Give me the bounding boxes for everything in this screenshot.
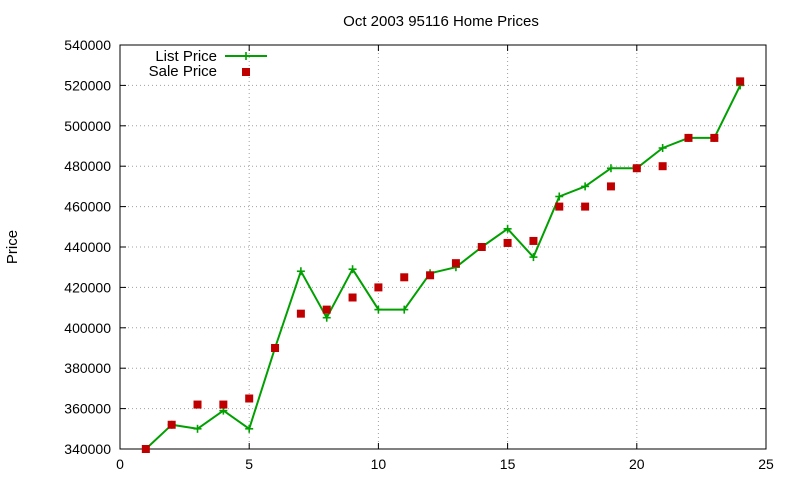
y-tick-label: 500000 — [64, 118, 111, 134]
y-axis-label: Price — [4, 230, 21, 264]
list-price-point — [658, 144, 667, 153]
list-price-point — [555, 192, 564, 201]
list-price-point — [245, 424, 254, 433]
x-tick-label: 20 — [629, 456, 645, 472]
list-price-point — [606, 164, 615, 173]
list-price-point — [581, 182, 590, 191]
sale-price-point — [374, 283, 383, 292]
sale-price-point — [632, 164, 641, 173]
sale-price-point — [245, 394, 254, 403]
x-tick-label: 5 — [245, 456, 253, 472]
sale-price-point — [684, 133, 693, 142]
list-price-point — [348, 265, 357, 274]
list-price-point — [400, 305, 409, 314]
legend-cross-marker — [242, 52, 250, 60]
legend-square-marker — [242, 68, 250, 76]
grid — [120, 45, 766, 449]
sale-price-point — [400, 273, 409, 282]
y-tick-label: 360000 — [64, 401, 111, 417]
x-tick-label: 15 — [500, 456, 516, 472]
y-tick-label: 340000 — [64, 441, 111, 457]
sale-price-point — [348, 293, 357, 302]
legend-label-list-price: List Price — [155, 48, 217, 65]
sale-price-point — [555, 202, 564, 211]
axis-ticks: 0 5 10 15 20 25 340000 360000 380000 400000 420000… — [64, 37, 774, 472]
series-layer — [141, 77, 745, 453]
sale-price-point — [141, 445, 150, 453]
list-price-point — [322, 313, 331, 322]
sale-price-point — [219, 400, 228, 409]
x-tick-label: 0 — [116, 456, 124, 472]
x-tick-label: 25 — [758, 456, 774, 472]
sale-price-point — [167, 420, 176, 429]
sale-price-point — [606, 182, 615, 191]
sale-price-point — [451, 259, 460, 268]
sale-price-point — [296, 309, 305, 318]
sale-price-point — [529, 236, 538, 245]
list-price-point — [193, 424, 202, 433]
sale-price-point — [503, 238, 512, 247]
sale-price-point — [271, 344, 280, 352]
sale-price-point — [426, 271, 435, 280]
y-tick-label: 540000 — [64, 37, 111, 53]
list-price-point — [529, 253, 538, 262]
list-price-point — [374, 305, 383, 314]
legend-marker-list-price — [242, 52, 250, 60]
sale-price-point — [477, 243, 486, 251]
sale-price-point — [710, 133, 719, 142]
sale-price-point — [581, 202, 590, 211]
series-line-list-price — [145, 84, 742, 450]
sale-price-point — [193, 400, 202, 409]
x-tick-label: 10 — [371, 456, 387, 472]
chart-title: Oct 2003 95116 Home Prices — [343, 13, 539, 30]
y-tick-label: 460000 — [64, 199, 111, 215]
sale-price-point — [322, 305, 331, 314]
sale-price-point — [736, 77, 745, 86]
legend: List Price Sale Price — [149, 48, 267, 80]
y-tick-label: 380000 — [64, 360, 111, 376]
sale-price-point — [658, 162, 667, 171]
y-tick-label: 420000 — [64, 279, 111, 295]
y-tick-label: 400000 — [64, 320, 111, 336]
list-price-point — [296, 267, 305, 276]
legend-marker-sale-price — [242, 68, 250, 76]
legend-label-sale-price: Sale Price — [149, 63, 217, 80]
y-tick-label: 480000 — [64, 158, 111, 174]
list-price-point — [503, 224, 512, 233]
y-tick-label: 520000 — [64, 77, 111, 93]
y-tick-label: 440000 — [64, 239, 111, 255]
